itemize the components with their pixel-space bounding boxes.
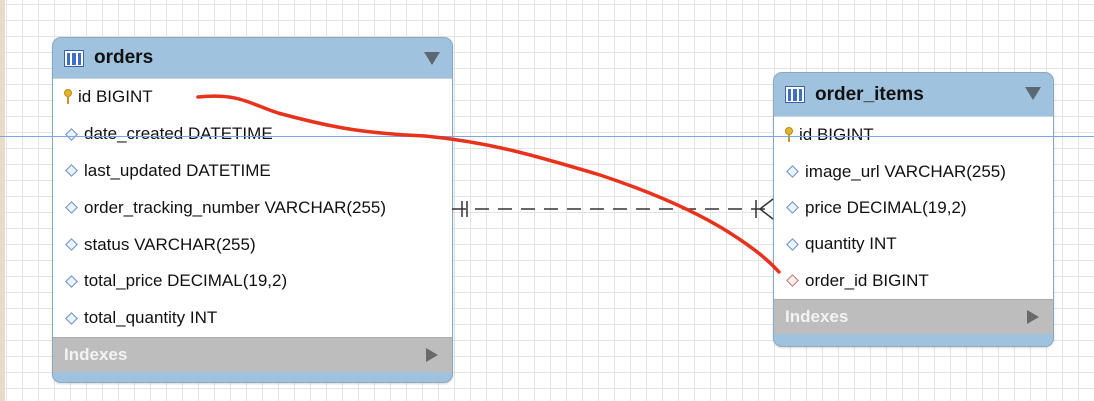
- table-title: orders: [94, 47, 154, 68]
- column-diamond-icon: [65, 201, 78, 215]
- primary-key-icon: [63, 89, 73, 105]
- column-row[interactable]: total_quantity INT: [53, 300, 452, 337]
- column-label: status VARCHAR(255): [84, 234, 256, 254]
- table-header[interactable]: orders: [53, 38, 452, 78]
- expand-triangle-icon[interactable]: [1027, 309, 1039, 324]
- column-list: id BIGINT date_created DATETIME last_upd…: [53, 78, 452, 337]
- column-row[interactable]: date_created DATETIME: [53, 116, 452, 153]
- table-icon: [785, 86, 805, 103]
- foreign-key-diamond-icon: [786, 274, 799, 288]
- collapse-triangle-icon[interactable]: [1025, 87, 1041, 100]
- column-label: image_url VARCHAR(255): [805, 161, 1006, 181]
- column-diamond-icon: [65, 164, 78, 178]
- table-icon: [64, 49, 84, 67]
- indexes-label: Indexes: [64, 344, 128, 364]
- collapse-triangle-icon[interactable]: [424, 52, 440, 65]
- column-row[interactable]: last_updated DATETIME: [53, 153, 452, 190]
- table-title: order_items: [815, 83, 924, 105]
- column-label: total_price DECIMAL(19,2): [84, 271, 288, 291]
- crows-foot: [758, 198, 774, 220]
- column-label: price DECIMAL(19,2): [805, 197, 967, 217]
- column-diamond-icon: [786, 201, 799, 215]
- column-row[interactable]: price DECIMAL(19,2): [774, 190, 1053, 226]
- table-order-items[interactable]: order_items id BIGINT image_url VARCHAR(…: [773, 72, 1054, 347]
- column-row[interactable]: quantity INT: [774, 226, 1053, 262]
- column-list: id BIGINT image_url VARCHAR(255) price D…: [774, 116, 1053, 299]
- column-diamond-icon: [65, 127, 78, 141]
- column-row[interactable]: status VARCHAR(255): [53, 226, 452, 263]
- column-diamond-icon: [786, 165, 799, 178]
- indexes-bar[interactable]: Indexes: [53, 336, 452, 372]
- column-row[interactable]: image_url VARCHAR(255): [774, 153, 1053, 189]
- alignment-guide-line: [0, 136, 1094, 137]
- column-label: order_id BIGINT: [805, 270, 929, 290]
- indexes-bar[interactable]: Indexes: [774, 298, 1053, 334]
- column-label: last_updated DATETIME: [84, 160, 271, 180]
- table-header[interactable]: order_items: [774, 73, 1053, 116]
- primary-key-icon: [784, 127, 794, 143]
- relationship-connector[interactable]: [452, 198, 774, 220]
- column-row[interactable]: order_tracking_number VARCHAR(255): [53, 189, 452, 226]
- canvas-left-edge: [0, 0, 5, 401]
- table-orders[interactable]: orders id BIGINT date_created DATETIME l…: [52, 37, 453, 383]
- column-row[interactable]: id BIGINT: [774, 117, 1053, 153]
- indexes-label: Indexes: [785, 306, 849, 326]
- column-diamond-icon: [786, 237, 799, 251]
- column-row[interactable]: total_price DECIMAL(19,2): [53, 263, 452, 300]
- column-label: order_tracking_number VARCHAR(255): [84, 197, 387, 217]
- column-diamond-icon: [65, 311, 78, 325]
- column-label: date_created DATETIME: [84, 124, 273, 144]
- column-label: id BIGINT: [78, 87, 153, 107]
- column-row[interactable]: order_id BIGINT: [774, 263, 1053, 299]
- expand-triangle-icon[interactable]: [426, 347, 438, 362]
- column-row[interactable]: id BIGINT: [53, 79, 452, 116]
- column-label: id BIGINT: [799, 125, 874, 145]
- column-label: total_quantity INT: [84, 308, 218, 328]
- column-label: quantity INT: [805, 234, 897, 254]
- column-diamond-icon: [65, 275, 78, 288]
- column-diamond-icon: [65, 238, 78, 251]
